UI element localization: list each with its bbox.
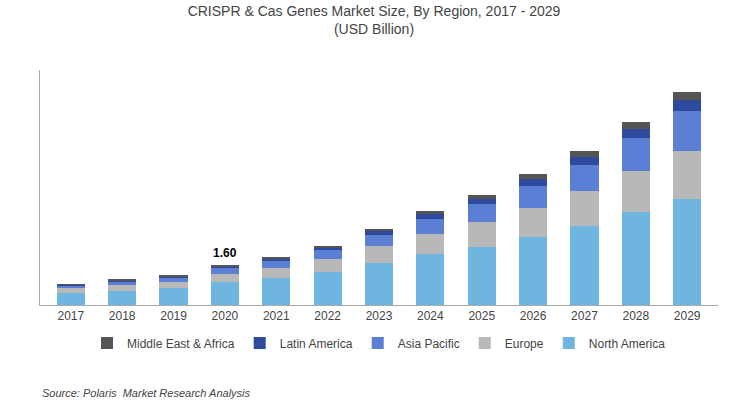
- svg-text:2024: 2024: [417, 309, 444, 323]
- svg-text:2027: 2027: [571, 309, 598, 323]
- svg-text:2018: 2018: [109, 309, 136, 323]
- svg-text:2021: 2021: [263, 309, 290, 323]
- svg-text:2022: 2022: [314, 309, 341, 323]
- svg-text:2023: 2023: [366, 309, 393, 323]
- svg-text:Middle East & Africa: Middle East & Africa: [127, 337, 235, 351]
- svg-text:Europe: Europe: [505, 337, 544, 351]
- svg-text:2029: 2029: [674, 309, 701, 323]
- svg-text:North America: North America: [589, 337, 665, 351]
- svg-text:2020: 2020: [212, 309, 239, 323]
- svg-text:CRISPR & Cas Genes Market Size: CRISPR & Cas Genes Market Size, By Regio…: [188, 3, 561, 37]
- svg-text:Latin America: Latin America: [280, 337, 353, 351]
- svg-text:Asia Pacific: Asia Pacific: [398, 337, 460, 351]
- svg-text:2025: 2025: [468, 309, 495, 323]
- svg-text:2019: 2019: [160, 309, 187, 323]
- svg-text:1.60: 1.60: [213, 246, 237, 260]
- svg-text:2017: 2017: [57, 309, 84, 323]
- svg-text:2028: 2028: [622, 309, 649, 323]
- svg-text:2026: 2026: [520, 309, 547, 323]
- svg-text:Source: Polaris Market Resear: Source: Polaris Market Research Analysis: [42, 387, 251, 399]
